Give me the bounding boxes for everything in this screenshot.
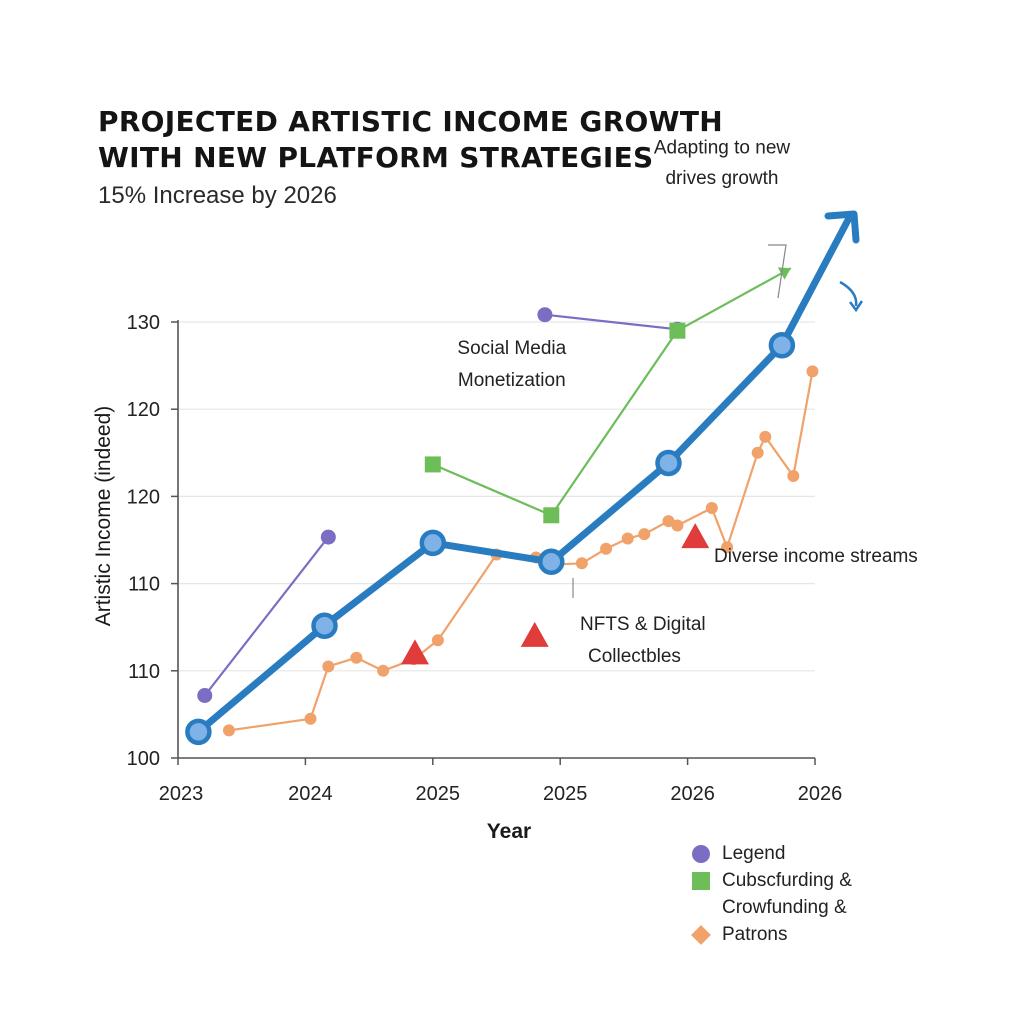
patrons-point (705, 502, 718, 515)
main-trend-point (185, 718, 212, 746)
patrons-point (575, 557, 588, 570)
legend-item: Crowfunding & (692, 894, 852, 921)
patrons-point (304, 712, 317, 725)
annotation-text: Social Media (457, 338, 566, 359)
curved-arrow-head (849, 300, 864, 313)
y-tick-label: 110 (128, 661, 160, 683)
subscription-point (424, 456, 441, 473)
chart-title-line-2: WITH NEW PLATFORM STRATEGIES (98, 141, 654, 174)
x-tick-label: 2026 (798, 783, 843, 805)
legend-item: Legend (692, 840, 852, 867)
chart-title: PROJECTED ARTISTIC INCOME GROWTH WITH NE… (98, 104, 723, 176)
annotation-text: Diverse income streams (714, 546, 918, 567)
legend-label: Legend (722, 842, 786, 864)
nft-marker (681, 523, 710, 549)
main-trend-point (419, 529, 447, 557)
patrons-point (721, 541, 734, 554)
legend-label: Cubscfurding & (722, 869, 852, 891)
patrons-point (600, 542, 613, 555)
x-axis-label: Year (487, 820, 531, 843)
patrons-point (377, 664, 390, 677)
chart-subtitle: 15% Increase by 2026 (98, 182, 337, 209)
patrons-point (806, 365, 819, 378)
patrons-point (322, 660, 335, 673)
patrons-point (787, 470, 800, 483)
main-trend-point (655, 449, 682, 477)
y-tick-label: 100 (127, 748, 160, 770)
subscription-point (543, 507, 560, 524)
series-layer (185, 210, 864, 746)
chart-title-line-1: PROJECTED ARTISTIC INCOME GROWTH (98, 105, 723, 138)
y-tick-label: 110 (128, 574, 160, 596)
subscription-line (432, 267, 792, 517)
y-tick-label: 130 (127, 312, 160, 334)
legend-item: Cubscfurding & (692, 867, 852, 894)
main-trend-arrowhead (824, 210, 860, 244)
patrons-point (431, 634, 444, 647)
legend-marker-square (692, 871, 710, 890)
patrons-point (621, 532, 634, 545)
legend-item: Patrons (691, 921, 852, 948)
annotation-text: Adapting to new (654, 137, 791, 158)
patrons-point (222, 724, 235, 737)
legend-marker-circle (692, 844, 710, 863)
x-tick-label: 2024 (288, 783, 333, 805)
main-trend-point (538, 548, 565, 576)
social-point (537, 307, 553, 323)
annotation-text: drives growth (665, 168, 778, 189)
social-line (203, 536, 330, 697)
chart-legend: Legend Cubscfurding & Crowfunding & Patrons (691, 840, 852, 948)
main-trend-point (311, 612, 338, 639)
nft-marker (520, 621, 549, 647)
x-tick-label: 2023 (159, 783, 204, 805)
main-trend-arrow-shaft (778, 216, 852, 349)
legend-marker-diamond (691, 924, 711, 945)
social-point (197, 688, 213, 704)
y-tick-label: 120 (127, 486, 160, 508)
main-trend-point (768, 332, 796, 359)
social-point (320, 529, 336, 545)
patrons-point (759, 430, 772, 443)
annotation-leader (768, 244, 787, 299)
annotation-text: NFTS & Digital (580, 614, 706, 635)
curved-arrow (839, 280, 858, 307)
patrons-point (671, 519, 684, 532)
subscription-arrowhead (777, 267, 791, 280)
y-tick-label: 120 (127, 399, 160, 421)
patrons-point (751, 446, 764, 459)
y-axis-label: Artistic Income (indeed) (92, 406, 115, 627)
patrons-point (350, 651, 363, 664)
main-trend-line (194, 341, 786, 736)
nft-marker (400, 639, 429, 665)
x-tick-label: 2025 (543, 783, 588, 805)
annotation-text: Collectbles (588, 646, 681, 667)
patrons-point (638, 528, 651, 541)
social-line (544, 313, 678, 331)
x-tick-label: 2026 (670, 783, 715, 805)
axes: 100 110 110 120 120 130 2023 2024 2025 2025 2026 20… (92, 312, 842, 843)
legend-label: Patrons (722, 923, 788, 945)
patrons-point (662, 515, 675, 528)
x-tick-label: 2025 (416, 783, 461, 805)
annotations-layer: Social Media Monetization Adapting to new d… (457, 137, 917, 667)
subscription-point (669, 322, 686, 339)
annotation-text: Monetization (458, 370, 566, 391)
legend-label: Crowfunding & (722, 896, 847, 918)
patrons-line (228, 371, 814, 732)
